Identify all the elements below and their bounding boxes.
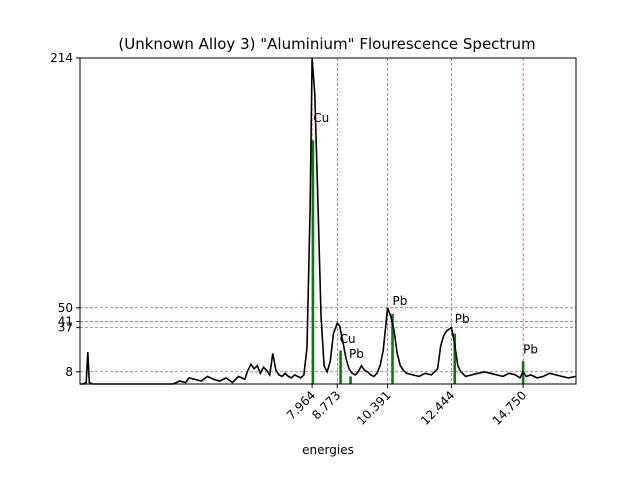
x-tick-label-4: 14.750 xyxy=(490,388,530,428)
annotation-label-2: Pb xyxy=(349,347,364,361)
x-axis-label: energies xyxy=(302,443,354,457)
annotation-label-4: Pb xyxy=(455,312,470,326)
y-tick-label-3: 50 xyxy=(58,301,73,315)
y-tick-label-2: 41 xyxy=(58,315,73,329)
annotation-label-1: Cu xyxy=(340,332,356,346)
y-tick-label-4: 214 xyxy=(50,51,73,65)
x-tick-label-2: 10.391 xyxy=(354,388,394,428)
annotation-label-5: Pb xyxy=(523,343,538,357)
annotation-label-0: Cu xyxy=(313,111,329,125)
chart-title: (Unknown Alloy 3) "Aluminium" Flourescen… xyxy=(118,35,535,53)
annotation-label-3: Pb xyxy=(393,294,408,308)
x-tick-label-3: 12.444 xyxy=(418,388,458,428)
plot-frame xyxy=(79,57,577,385)
y-tick-label-0: 8 xyxy=(65,365,73,379)
y-tick-label-1: 37 xyxy=(58,321,73,335)
spectrum-series-line xyxy=(80,57,577,385)
grid-lines xyxy=(80,57,576,384)
x-tick-label-1: 8.773 xyxy=(309,388,343,422)
